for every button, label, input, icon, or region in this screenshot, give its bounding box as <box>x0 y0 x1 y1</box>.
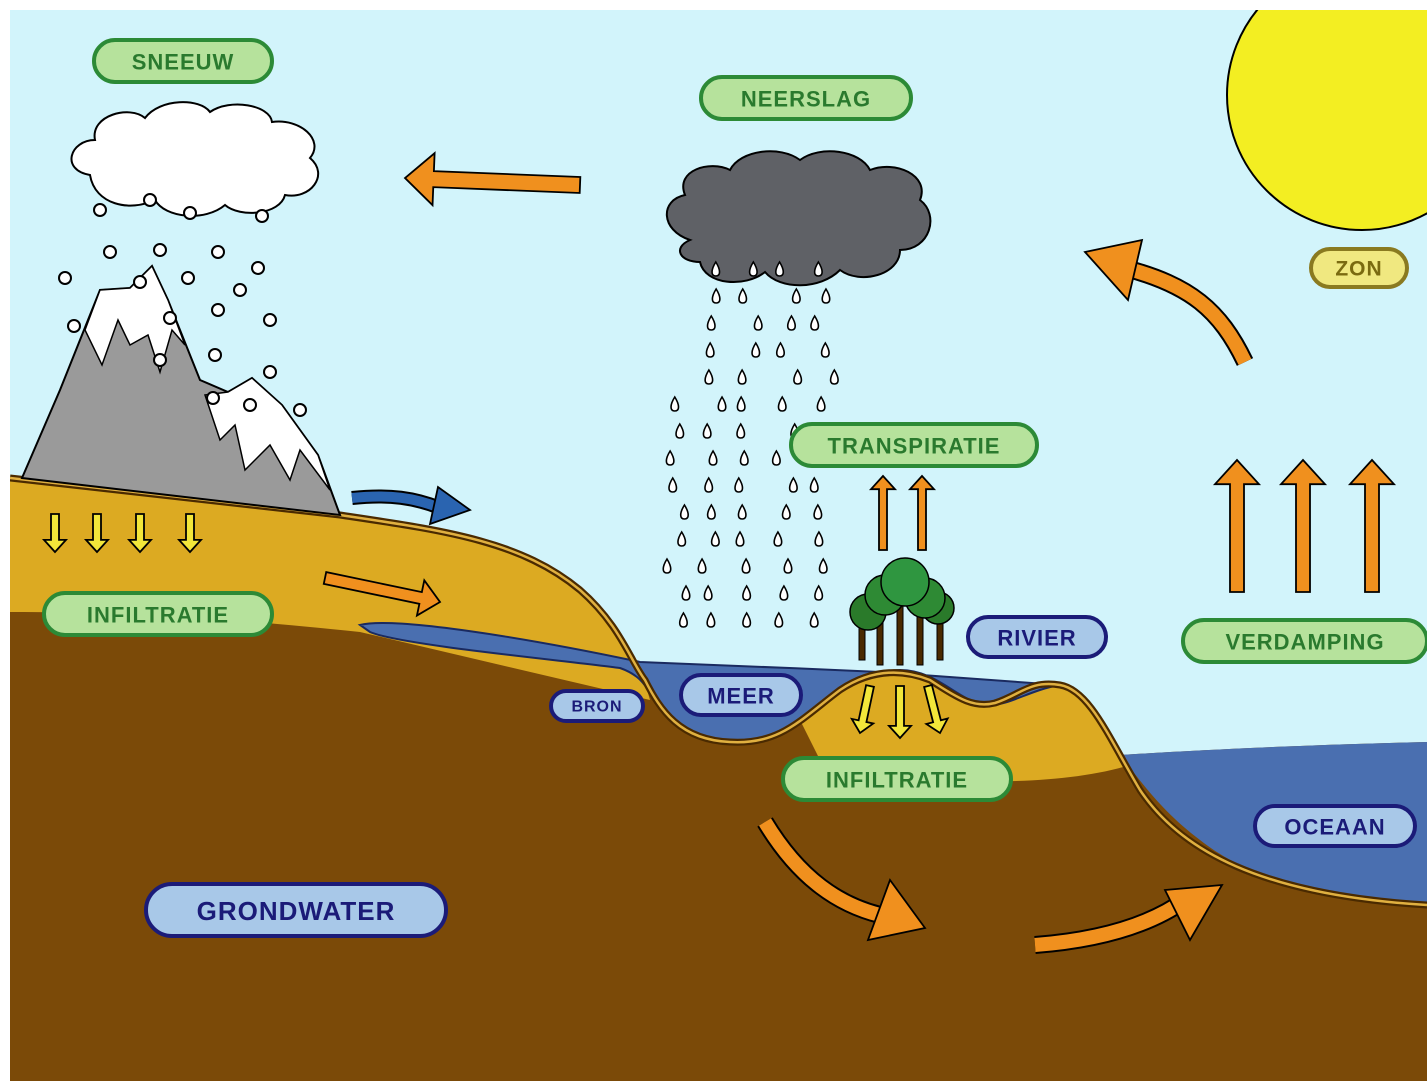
snowflake <box>184 207 196 219</box>
snowflake <box>209 349 221 361</box>
label: RIVIER <box>997 626 1076 651</box>
snowflake <box>68 320 80 332</box>
label: BRON <box>571 699 622 716</box>
snowflake <box>134 276 146 288</box>
snowflake <box>182 272 194 284</box>
label: INFILTRATIE <box>87 603 229 628</box>
snowflake <box>244 399 256 411</box>
label: ZON <box>1335 258 1382 281</box>
water-cycle-diagram: SNEEUW NEERSLAG ZON TRANSPIRATIE INFILTRATIE… <box>0 0 1427 1081</box>
snowflake <box>212 246 224 258</box>
snowflake <box>59 272 71 284</box>
tree-crown <box>881 558 929 606</box>
label: GRONDWATER <box>197 896 396 926</box>
snowflake <box>252 262 264 274</box>
snowflake <box>234 284 246 296</box>
label: OCEAAN <box>1284 815 1385 840</box>
snowflake <box>264 366 276 378</box>
label: NEERSLAG <box>741 87 871 112</box>
snowflake <box>104 246 116 258</box>
snowflake <box>144 194 156 206</box>
snowflake <box>264 314 276 326</box>
rain-cloud <box>667 151 931 285</box>
label: INFILTRATIE <box>826 768 968 793</box>
snowflake <box>154 354 166 366</box>
snowflake <box>154 244 166 256</box>
snowflake <box>94 204 106 216</box>
snowflake <box>294 404 306 416</box>
snowflake <box>164 312 176 324</box>
label: VERDAMPING <box>1225 630 1384 655</box>
snowflake <box>207 392 219 404</box>
label: TRANSPIRATIE <box>828 434 1001 459</box>
snowflake <box>256 210 268 222</box>
label: SNEEUW <box>132 50 235 75</box>
page: SNEEUW NEERSLAG ZON TRANSPIRATIE INFILTRATIE… <box>0 0 1427 1081</box>
snowflake <box>212 304 224 316</box>
label: MEER <box>707 684 775 709</box>
